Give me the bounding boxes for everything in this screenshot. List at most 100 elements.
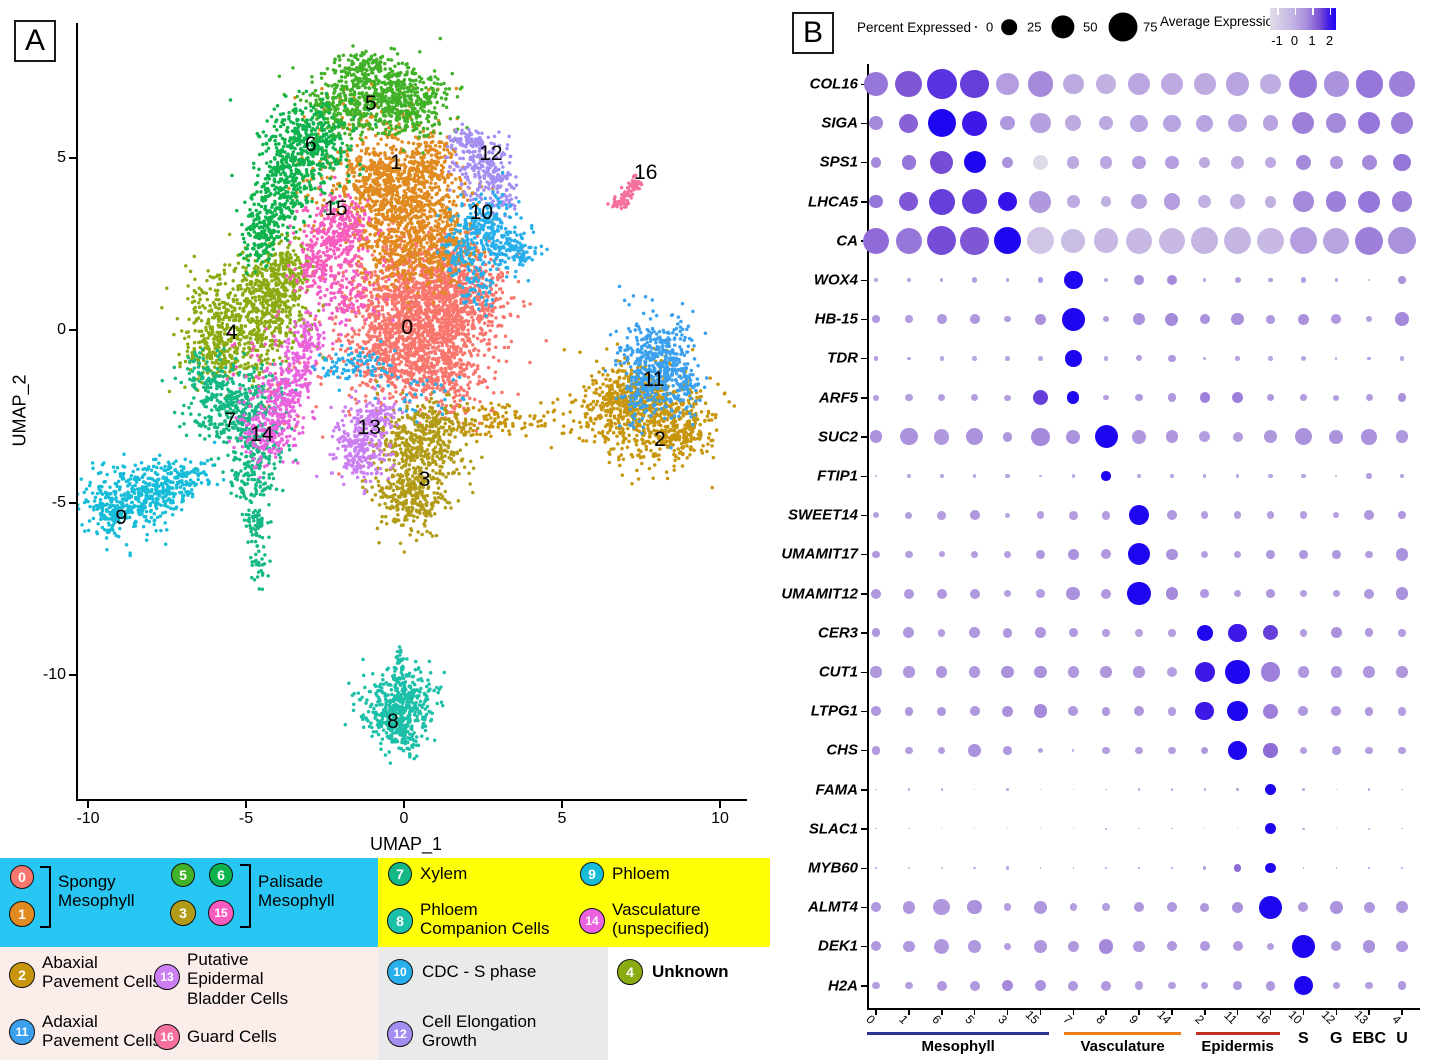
expression-dot (941, 828, 943, 830)
expression-dot (1297, 666, 1310, 678)
expression-dot (1034, 665, 1047, 679)
cluster-badge-6: 6 (209, 863, 233, 887)
expression-dot (1003, 589, 1012, 598)
expression-dot (1100, 196, 1112, 207)
dotplot-col-label: 6 (929, 1012, 944, 1027)
expression-dot (1259, 895, 1282, 919)
expression-dot (1233, 511, 1242, 519)
expression-dot (1365, 394, 1373, 401)
expression-dot (1362, 940, 1376, 953)
expression-dot (1127, 543, 1151, 566)
dotplot-col-tick (1105, 1010, 1107, 1015)
dotplot-col-label: 10 (1286, 1007, 1306, 1027)
umap-cluster-number: 12 (479, 142, 503, 166)
expression-dot (1266, 314, 1275, 324)
expression-dot (965, 428, 984, 446)
gene-label: TDR (827, 349, 858, 367)
palisade-mesophyll-label: Palisade Mesophyll (258, 872, 335, 911)
expression-dot (1263, 743, 1278, 758)
expression-dot (1367, 278, 1371, 282)
expression-dot (940, 278, 944, 282)
gene-label: H2A (827, 977, 858, 995)
expression-dot (996, 72, 1019, 96)
umap-cluster-number: 10 (469, 200, 494, 224)
expression-dot (1292, 112, 1315, 135)
expression-dot (871, 588, 881, 599)
gene-label: ARF5 (818, 389, 858, 407)
expression-dot (1298, 706, 1309, 717)
expression-dot (1168, 354, 1176, 363)
expression-dot (1036, 511, 1045, 519)
expression-dot (1031, 427, 1050, 447)
expression-dot (1036, 550, 1045, 559)
size-legend-value: 50 (1083, 19, 1098, 35)
expression-dot (908, 828, 910, 830)
expression-dot (1393, 153, 1411, 172)
expression-dot (1166, 667, 1177, 677)
umap-y-axis-title: UMAP_2 (9, 374, 30, 447)
expression-dot (869, 116, 883, 130)
gene-label: SIGA (821, 114, 858, 132)
expression-dot (1001, 665, 1014, 679)
expression-dot (863, 71, 889, 97)
umap-cluster-number: 16 (634, 161, 658, 185)
size-legend-dot (1051, 15, 1075, 39)
vasculature-unspecified-label: Vasculature (unspecified) (612, 900, 710, 939)
expression-dot (1165, 312, 1179, 326)
umap-y-tick-label: -10 (42, 666, 66, 683)
expression-dot (1289, 227, 1317, 255)
gene-tick (861, 201, 867, 203)
expression-dot (873, 356, 879, 361)
gene-label: UMAMIT17 (781, 545, 858, 563)
expression-dot (1396, 901, 1408, 914)
cluster-single-label: G (1330, 1030, 1343, 1047)
size-legend-dot (974, 25, 978, 29)
expression-dot (969, 627, 981, 639)
expression-dot (1168, 629, 1176, 637)
gene-label: CER3 (817, 624, 858, 642)
expression-dot (1335, 867, 1337, 869)
expression-dot (1005, 356, 1010, 361)
expression-dot (1329, 900, 1343, 914)
expression-dot (1397, 706, 1407, 716)
expression-dot (1398, 746, 1406, 755)
expression-dot (1066, 586, 1081, 601)
expression-dot (1358, 190, 1381, 213)
expression-dot (1302, 788, 1305, 791)
expression-dot (899, 113, 919, 133)
expression-dot (1199, 156, 1211, 168)
umap-y-tick (69, 156, 76, 159)
dotplot-col-tick (1204, 1010, 1206, 1015)
expression-dot (1165, 430, 1179, 444)
umap-y-tick (69, 501, 76, 504)
phloem-label: Phloem (612, 864, 670, 883)
expression-dot (1166, 941, 1177, 952)
umap-x-tick (403, 801, 405, 808)
expression-dot (1034, 979, 1047, 992)
expression-dot (1039, 867, 1042, 869)
expression-dot (1004, 512, 1011, 518)
expression-dot (967, 939, 982, 954)
expression-dot (905, 393, 913, 402)
expression-dot (1265, 862, 1276, 874)
expression-dot (1065, 115, 1082, 132)
umap-cluster-number: 9 (115, 506, 128, 530)
expression-dot (1199, 431, 1211, 443)
expression-dot (960, 226, 989, 255)
expression-dot (1292, 935, 1315, 958)
umap-cluster-number: 7 (224, 409, 237, 433)
size-legend-title: Percent Expressed (857, 20, 972, 35)
expression-dot (1103, 394, 1109, 401)
expression-dot (899, 191, 919, 212)
expression-dot (1364, 628, 1374, 638)
expression-dot (1096, 74, 1117, 94)
expression-dot (1331, 314, 1342, 325)
expression-dot (1367, 788, 1371, 791)
expression-dot (1299, 746, 1308, 755)
umap-y-tick-label: 5 (57, 148, 66, 166)
expression-dot (872, 550, 880, 559)
expression-dot (1358, 112, 1381, 135)
cluster-group-line (1195, 1032, 1280, 1035)
expression-dot (1257, 227, 1284, 254)
expression-dot (969, 980, 980, 991)
